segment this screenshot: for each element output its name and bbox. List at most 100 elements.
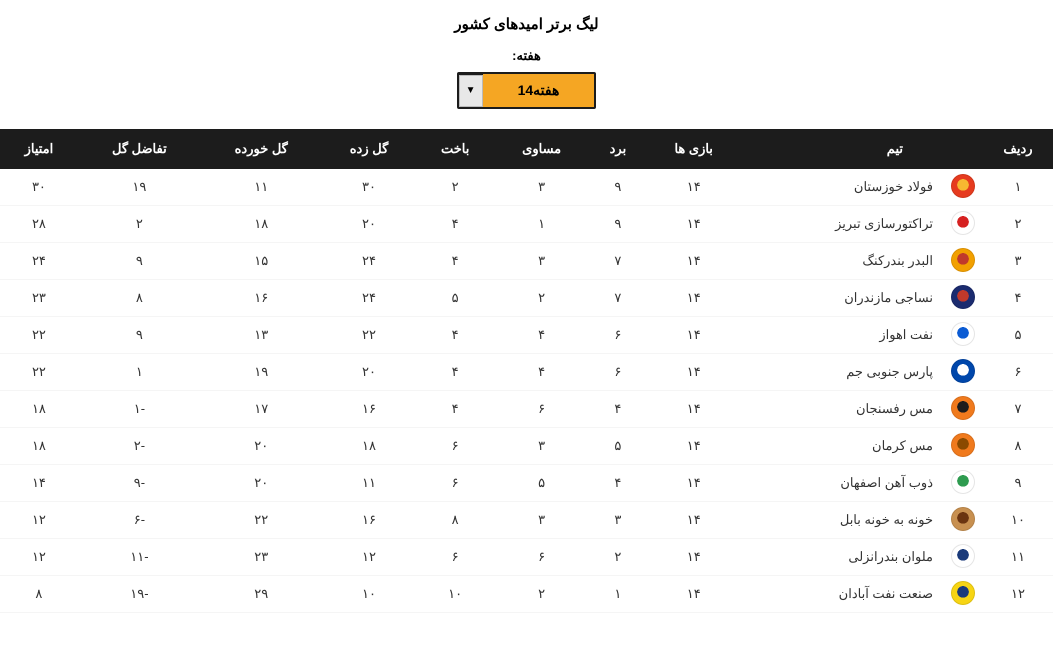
col-rank: ردیف bbox=[983, 129, 1053, 169]
team-logo-icon bbox=[951, 507, 975, 531]
cell-loss: ۶ bbox=[417, 539, 494, 576]
cell-gf: ۱۲ bbox=[322, 539, 417, 576]
cell-played: ۱۴ bbox=[646, 465, 741, 502]
cell-logo bbox=[943, 317, 983, 354]
cell-played: ۱۴ bbox=[646, 502, 741, 539]
cell-played: ۱۴ bbox=[646, 169, 741, 206]
cell-team: تراکتورسازی تبریز bbox=[741, 206, 943, 243]
week-dropdown-button[interactable]: ▼ bbox=[459, 75, 483, 107]
cell-loss: ۶ bbox=[417, 428, 494, 465]
team-logo-icon bbox=[951, 248, 975, 272]
col-gd: تفاضل گل bbox=[78, 129, 201, 169]
cell-pts: ۱۴ bbox=[0, 465, 78, 502]
cell-team: ذوب آهن اصفهان bbox=[741, 465, 943, 502]
cell-logo bbox=[943, 169, 983, 206]
cell-draw: ۶ bbox=[494, 539, 590, 576]
cell-gd: -۶ bbox=[78, 502, 201, 539]
cell-draw: ۳ bbox=[494, 502, 590, 539]
cell-ga: ۱۷ bbox=[201, 391, 322, 428]
col-gf: گل زده bbox=[322, 129, 417, 169]
week-selector[interactable]: هفته14 ▼ bbox=[457, 72, 597, 109]
cell-draw: ۳ bbox=[494, 169, 590, 206]
cell-team: نساجی مازندران bbox=[741, 280, 943, 317]
cell-rank: ۱۱ bbox=[983, 539, 1053, 576]
col-pts: امتیاز bbox=[0, 129, 78, 169]
cell-played: ۱۴ bbox=[646, 576, 741, 613]
table-row: ۸ مس کرمان ۱۴ ۵ ۳ ۶ ۱۸ ۲۰ -۲ ۱۸ bbox=[0, 428, 1053, 465]
cell-gd: -۲ bbox=[78, 428, 201, 465]
cell-gd: -۱ bbox=[78, 391, 201, 428]
team-logo-icon bbox=[951, 285, 975, 309]
cell-logo bbox=[943, 354, 983, 391]
cell-ga: ۱۶ bbox=[201, 280, 322, 317]
week-value: هفته14 bbox=[483, 74, 595, 107]
chevron-down-icon: ▼ bbox=[466, 85, 476, 96]
cell-gf: ۱۰ bbox=[322, 576, 417, 613]
cell-pts: ۱۸ bbox=[0, 391, 78, 428]
cell-played: ۱۴ bbox=[646, 354, 741, 391]
cell-logo bbox=[943, 391, 983, 428]
cell-gd: -۹ bbox=[78, 465, 201, 502]
cell-loss: ۵ bbox=[417, 280, 494, 317]
cell-draw: ۴ bbox=[494, 354, 590, 391]
cell-win: ۴ bbox=[590, 391, 647, 428]
cell-gd: -۱۱ bbox=[78, 539, 201, 576]
cell-win: ۶ bbox=[590, 354, 647, 391]
table-row: ۱ فولاد خوزستان ۱۴ ۹ ۳ ۲ ۳۰ ۱۱ ۱۹ ۳۰ bbox=[0, 169, 1053, 206]
table-row: ۴ نساجی مازندران ۱۴ ۷ ۲ ۵ ۲۴ ۱۶ ۸ ۲۳ bbox=[0, 280, 1053, 317]
cell-team: پارس جنوبی جم bbox=[741, 354, 943, 391]
cell-draw: ۶ bbox=[494, 391, 590, 428]
cell-loss: ۴ bbox=[417, 243, 494, 280]
col-draw: مساوی bbox=[494, 129, 590, 169]
cell-pts: ۲۸ bbox=[0, 206, 78, 243]
cell-draw: ۴ bbox=[494, 317, 590, 354]
table-row: ۱۰ خونه به خونه بابل ۱۴ ۳ ۳ ۸ ۱۶ ۲۲ -۶ ۱… bbox=[0, 502, 1053, 539]
table-row: ۲ تراکتورسازی تبریز ۱۴ ۹ ۱ ۴ ۲۰ ۱۸ ۲ ۲۸ bbox=[0, 206, 1053, 243]
cell-team: البدر بندرکنگ bbox=[741, 243, 943, 280]
cell-loss: ۴ bbox=[417, 354, 494, 391]
col-loss: باخت bbox=[417, 129, 494, 169]
cell-played: ۱۴ bbox=[646, 317, 741, 354]
cell-rank: ۴ bbox=[983, 280, 1053, 317]
cell-gf: ۱۱ bbox=[322, 465, 417, 502]
cell-loss: ۶ bbox=[417, 465, 494, 502]
cell-logo bbox=[943, 206, 983, 243]
cell-gd: ۹ bbox=[78, 317, 201, 354]
cell-loss: ۴ bbox=[417, 206, 494, 243]
cell-gf: ۲۴ bbox=[322, 243, 417, 280]
cell-rank: ۷ bbox=[983, 391, 1053, 428]
cell-gf: ۱۶ bbox=[322, 391, 417, 428]
cell-ga: ۱۳ bbox=[201, 317, 322, 354]
table-row: ۹ ذوب آهن اصفهان ۱۴ ۴ ۵ ۶ ۱۱ ۲۰ -۹ ۱۴ bbox=[0, 465, 1053, 502]
cell-played: ۱۴ bbox=[646, 280, 741, 317]
cell-pts: ۱۲ bbox=[0, 539, 78, 576]
cell-gd: ۹ bbox=[78, 243, 201, 280]
cell-loss: ۸ bbox=[417, 502, 494, 539]
cell-team: مس رفسنجان bbox=[741, 391, 943, 428]
col-logo bbox=[943, 129, 983, 169]
cell-win: ۷ bbox=[590, 243, 647, 280]
cell-loss: ۲ bbox=[417, 169, 494, 206]
cell-ga: ۲۰ bbox=[201, 428, 322, 465]
cell-gd: ۱۹ bbox=[78, 169, 201, 206]
table-row: ۷ مس رفسنجان ۱۴ ۴ ۶ ۴ ۱۶ ۱۷ -۱ ۱۸ bbox=[0, 391, 1053, 428]
table-row: ۱۲ صنعت نفت آبادان ۱۴ ۱ ۲ ۱۰ ۱۰ ۲۹ -۱۹ ۸ bbox=[0, 576, 1053, 613]
cell-draw: ۱ bbox=[494, 206, 590, 243]
cell-gd: ۸ bbox=[78, 280, 201, 317]
cell-pts: ۲۲ bbox=[0, 354, 78, 391]
cell-loss: ۱۰ bbox=[417, 576, 494, 613]
team-logo-icon bbox=[951, 396, 975, 420]
cell-rank: ۱ bbox=[983, 169, 1053, 206]
cell-draw: ۳ bbox=[494, 428, 590, 465]
cell-ga: ۱۹ bbox=[201, 354, 322, 391]
team-logo-icon bbox=[951, 359, 975, 383]
cell-draw: ۵ bbox=[494, 465, 590, 502]
cell-ga: ۱۵ bbox=[201, 243, 322, 280]
cell-win: ۶ bbox=[590, 317, 647, 354]
team-logo-icon bbox=[951, 174, 975, 198]
cell-win: ۷ bbox=[590, 280, 647, 317]
cell-pts: ۳۰ bbox=[0, 169, 78, 206]
cell-win: ۱ bbox=[590, 576, 647, 613]
cell-logo bbox=[943, 539, 983, 576]
cell-team: نفت اهواز bbox=[741, 317, 943, 354]
